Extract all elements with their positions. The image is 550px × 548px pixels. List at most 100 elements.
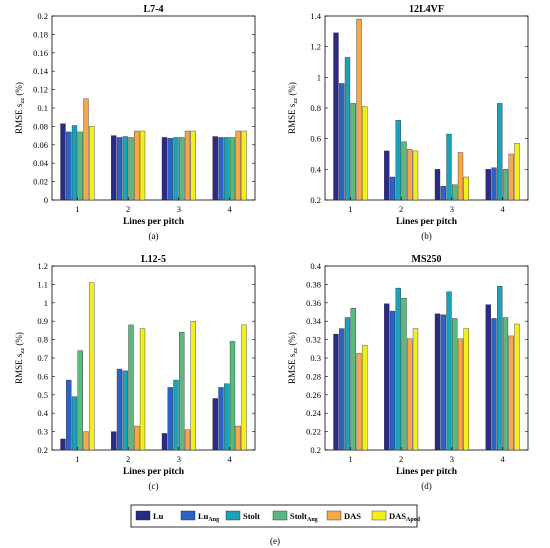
bar	[190, 130, 196, 201]
bar	[139, 328, 146, 451]
y-tick-label: 0.22	[306, 427, 321, 437]
bar	[384, 303, 390, 451]
bar	[167, 138, 173, 201]
y-tick-label: 0.16	[33, 48, 48, 58]
bar	[434, 313, 441, 451]
y-tick-label: 0.36	[306, 298, 321, 308]
bar	[224, 137, 230, 201]
y-tick-label: 0.4	[310, 164, 321, 174]
y-tick-label: 0.6	[37, 371, 48, 381]
bar	[184, 130, 191, 201]
y-tick-label: 0.8	[310, 103, 321, 113]
legend-label: LuAng	[198, 511, 219, 523]
bar	[412, 328, 419, 451]
y-tick-label: 1.4	[310, 11, 321, 21]
bar	[128, 324, 134, 451]
bar	[71, 125, 78, 201]
chart-panel-2: 12L4VF 0.2 0.4 0.6 0.8 1 1.2 1.4 RMSE szz (%) 1 2 3…	[287, 4, 529, 241]
bar	[508, 335, 514, 451]
bar	[66, 131, 72, 201]
bar	[116, 137, 123, 201]
legend-item: Stolt	[225, 510, 260, 521]
bar	[412, 150, 419, 201]
y-tick-label: 0.14	[33, 66, 49, 76]
bar	[457, 152, 464, 201]
y-tick-label: 0.26	[306, 390, 321, 400]
bar	[401, 298, 407, 451]
legend-swatch	[326, 510, 342, 521]
bar	[190, 321, 196, 451]
bar	[179, 332, 185, 451]
bar	[218, 137, 224, 201]
bar	[60, 123, 66, 201]
x-tick-label: 4	[501, 204, 506, 214]
bar	[362, 344, 368, 451]
bar	[89, 282, 95, 451]
bar	[229, 341, 236, 451]
chart-title: MS250	[412, 254, 442, 265]
figure-label: (e)	[270, 536, 280, 546]
bar	[440, 186, 446, 201]
bar	[235, 425, 241, 451]
y-tick-label: 1.2	[37, 261, 48, 271]
bar	[77, 131, 83, 201]
x-tick-label: 4	[228, 204, 233, 214]
y-tick-label: 0.06	[33, 140, 48, 150]
y-tick-label: 0	[44, 195, 48, 205]
legend-item: LuAng	[180, 510, 219, 523]
chart-panel-3: L12-5 0.2 0.3 0.4 0.5 0.6 0.7 0.8 0.9 1 1.1 1.2 RMSE…	[14, 254, 256, 491]
legend-swatch	[371, 510, 387, 521]
bar	[401, 141, 407, 201]
y-tick-label: 0.2	[37, 445, 48, 455]
bar	[457, 338, 464, 451]
legend-swatch	[272, 510, 288, 521]
panel-label: (d)	[421, 481, 432, 491]
bar	[333, 32, 339, 201]
legend-label: Lu	[153, 511, 164, 521]
bar	[60, 438, 66, 451]
x-tick-label: 2	[399, 204, 403, 214]
bar	[491, 167, 497, 201]
bar	[446, 291, 452, 451]
bar	[389, 310, 396, 451]
x-axis-label: Lines per pitch	[396, 467, 458, 477]
bar	[235, 130, 241, 201]
y-tick-label: 0.04	[33, 158, 49, 168]
bar	[356, 18, 362, 201]
y-tick-label: 0.4	[310, 261, 321, 271]
bar	[83, 98, 89, 201]
chart-panels: L7-4 0 0.02 0.04 0.06 0.08 0.1 0.12 0.14 0.16 0.18…	[14, 4, 529, 491]
legend-swatch	[180, 510, 196, 521]
y-tick-label: 0.18	[33, 29, 48, 39]
legend: Lu LuAng Stolt StoltAng DAS DASApod	[130, 504, 421, 528]
y-tick-label: 0.32	[306, 335, 321, 345]
bar	[344, 317, 351, 451]
y-tick-label: 1	[317, 72, 321, 82]
bar	[122, 370, 128, 451]
x-axis-label: Lines per pitch	[396, 217, 458, 227]
bar	[407, 149, 413, 201]
bar	[452, 318, 458, 451]
bar	[502, 317, 509, 451]
x-tick-label: 4	[501, 454, 506, 464]
x-tick-label: 2	[126, 454, 130, 464]
chart-title: L12-5	[141, 254, 166, 265]
bar	[167, 387, 173, 451]
legend-item: StoltAng	[272, 510, 318, 523]
bar	[514, 143, 520, 201]
x-axis-label: Lines per pitch	[123, 467, 185, 477]
legend-label: StoltAng	[290, 511, 318, 523]
legend-swatch	[225, 510, 241, 521]
x-tick-label: 2	[126, 204, 130, 214]
y-tick-label: 0.2	[310, 195, 321, 205]
bar	[485, 304, 491, 451]
y-tick-label: 0.3	[310, 353, 321, 363]
bar	[218, 387, 224, 451]
bar	[224, 383, 230, 451]
bar	[161, 433, 168, 451]
bar	[446, 133, 452, 201]
y-tick-label: 0.5	[37, 390, 48, 400]
bar	[440, 314, 446, 451]
chart-title: L7-4	[144, 4, 164, 15]
bar	[128, 137, 134, 201]
